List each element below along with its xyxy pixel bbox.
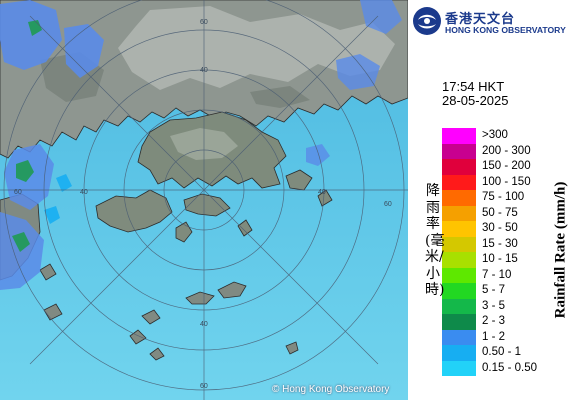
- legend-swatch: [442, 267, 476, 283]
- legend-label: 2 - 3: [482, 315, 506, 327]
- legend-label: 0.15 - 0.50: [482, 361, 537, 374]
- legend-swatch: [442, 128, 476, 144]
- hong-kong-island: [183, 193, 231, 217]
- southern-islands: [129, 281, 299, 361]
- hko-logo: 香港天文台 HONG KONG OBSERVATORY: [412, 6, 574, 36]
- range-ring-label: 60: [384, 201, 392, 208]
- timestamp-time: 17:54 HKT: [442, 79, 505, 94]
- mainland-texture: [118, 6, 395, 90]
- radar-map-svg: 40 40 40 40 60 60 60 60: [0, 0, 408, 400]
- range-rings: [0, 0, 408, 400]
- legend-title-en: Rainfall Rate (mm/h): [552, 181, 569, 319]
- legend-label: 10 - 15: [482, 253, 518, 265]
- eastern-islands: [237, 169, 333, 237]
- legend-swatch: [442, 329, 476, 345]
- range-ring-label: 60: [200, 383, 208, 390]
- range-ring-label: 60: [200, 19, 208, 26]
- legend-title-cn: 降雨率(毫米/小時): [425, 183, 445, 298]
- legend-panel: 香港天文台 HONG KONG OBSERVATORY 17:54 HKT 28…: [408, 0, 577, 400]
- legend-label: 75 - 100: [482, 191, 525, 203]
- rain-echoes: [0, 0, 402, 290]
- legend-label: 50 - 75: [482, 206, 518, 219]
- legend-swatch: [442, 221, 476, 237]
- legend-label: 15 - 30: [482, 237, 518, 250]
- legend-label: 5 - 7: [482, 284, 506, 296]
- legend-label: 30 - 50: [482, 222, 518, 234]
- legend-label: 3 - 5: [482, 299, 506, 312]
- timestamp: 17:54 HKT 28-05-2025: [442, 80, 509, 108]
- timestamp-date: 28-05-2025: [442, 93, 509, 108]
- legend-swatch: [442, 236, 476, 252]
- legend-swatch: [442, 190, 476, 206]
- org-name-cn: 香港天文台: [445, 12, 516, 27]
- legend-label: >300: [482, 129, 508, 141]
- range-ring-label: 40: [80, 189, 88, 196]
- legend-label: 100 - 150: [482, 175, 531, 188]
- legend-swatch: [442, 298, 476, 314]
- legend-label: 0.50 - 1: [482, 346, 521, 358]
- legend-swatch: [442, 174, 476, 190]
- radar-map[interactable]: 40 40 40 40 60 60 60 60 © Hong Kong Obse…: [0, 0, 408, 400]
- copyright-notice: © Hong Kong Observatory: [272, 384, 390, 395]
- range-ring-label: 40: [318, 189, 326, 196]
- lantau-island: [95, 189, 173, 233]
- legend-swatch: [442, 159, 476, 175]
- legend-label: 1 - 2: [482, 330, 506, 343]
- legend-swatch: [442, 143, 476, 159]
- range-ring-label: 40: [200, 67, 208, 74]
- legend-swatch: [442, 360, 476, 376]
- legend-label: 150 - 200: [482, 160, 531, 172]
- hko-logo-icon: [413, 7, 441, 35]
- legend-swatch: [442, 283, 476, 299]
- range-ring-label: 60: [14, 189, 22, 196]
- legend-swatch: [442, 205, 476, 221]
- legend-label: 200 - 300: [482, 144, 531, 157]
- legend-swatch: [442, 252, 476, 268]
- range-ring-label: 40: [200, 321, 208, 328]
- legend-swatch: [442, 345, 476, 361]
- legend-swatch: [442, 314, 476, 330]
- org-name-en: HONG KONG OBSERVATORY: [445, 25, 566, 35]
- legend-label: 7 - 10: [482, 268, 512, 281]
